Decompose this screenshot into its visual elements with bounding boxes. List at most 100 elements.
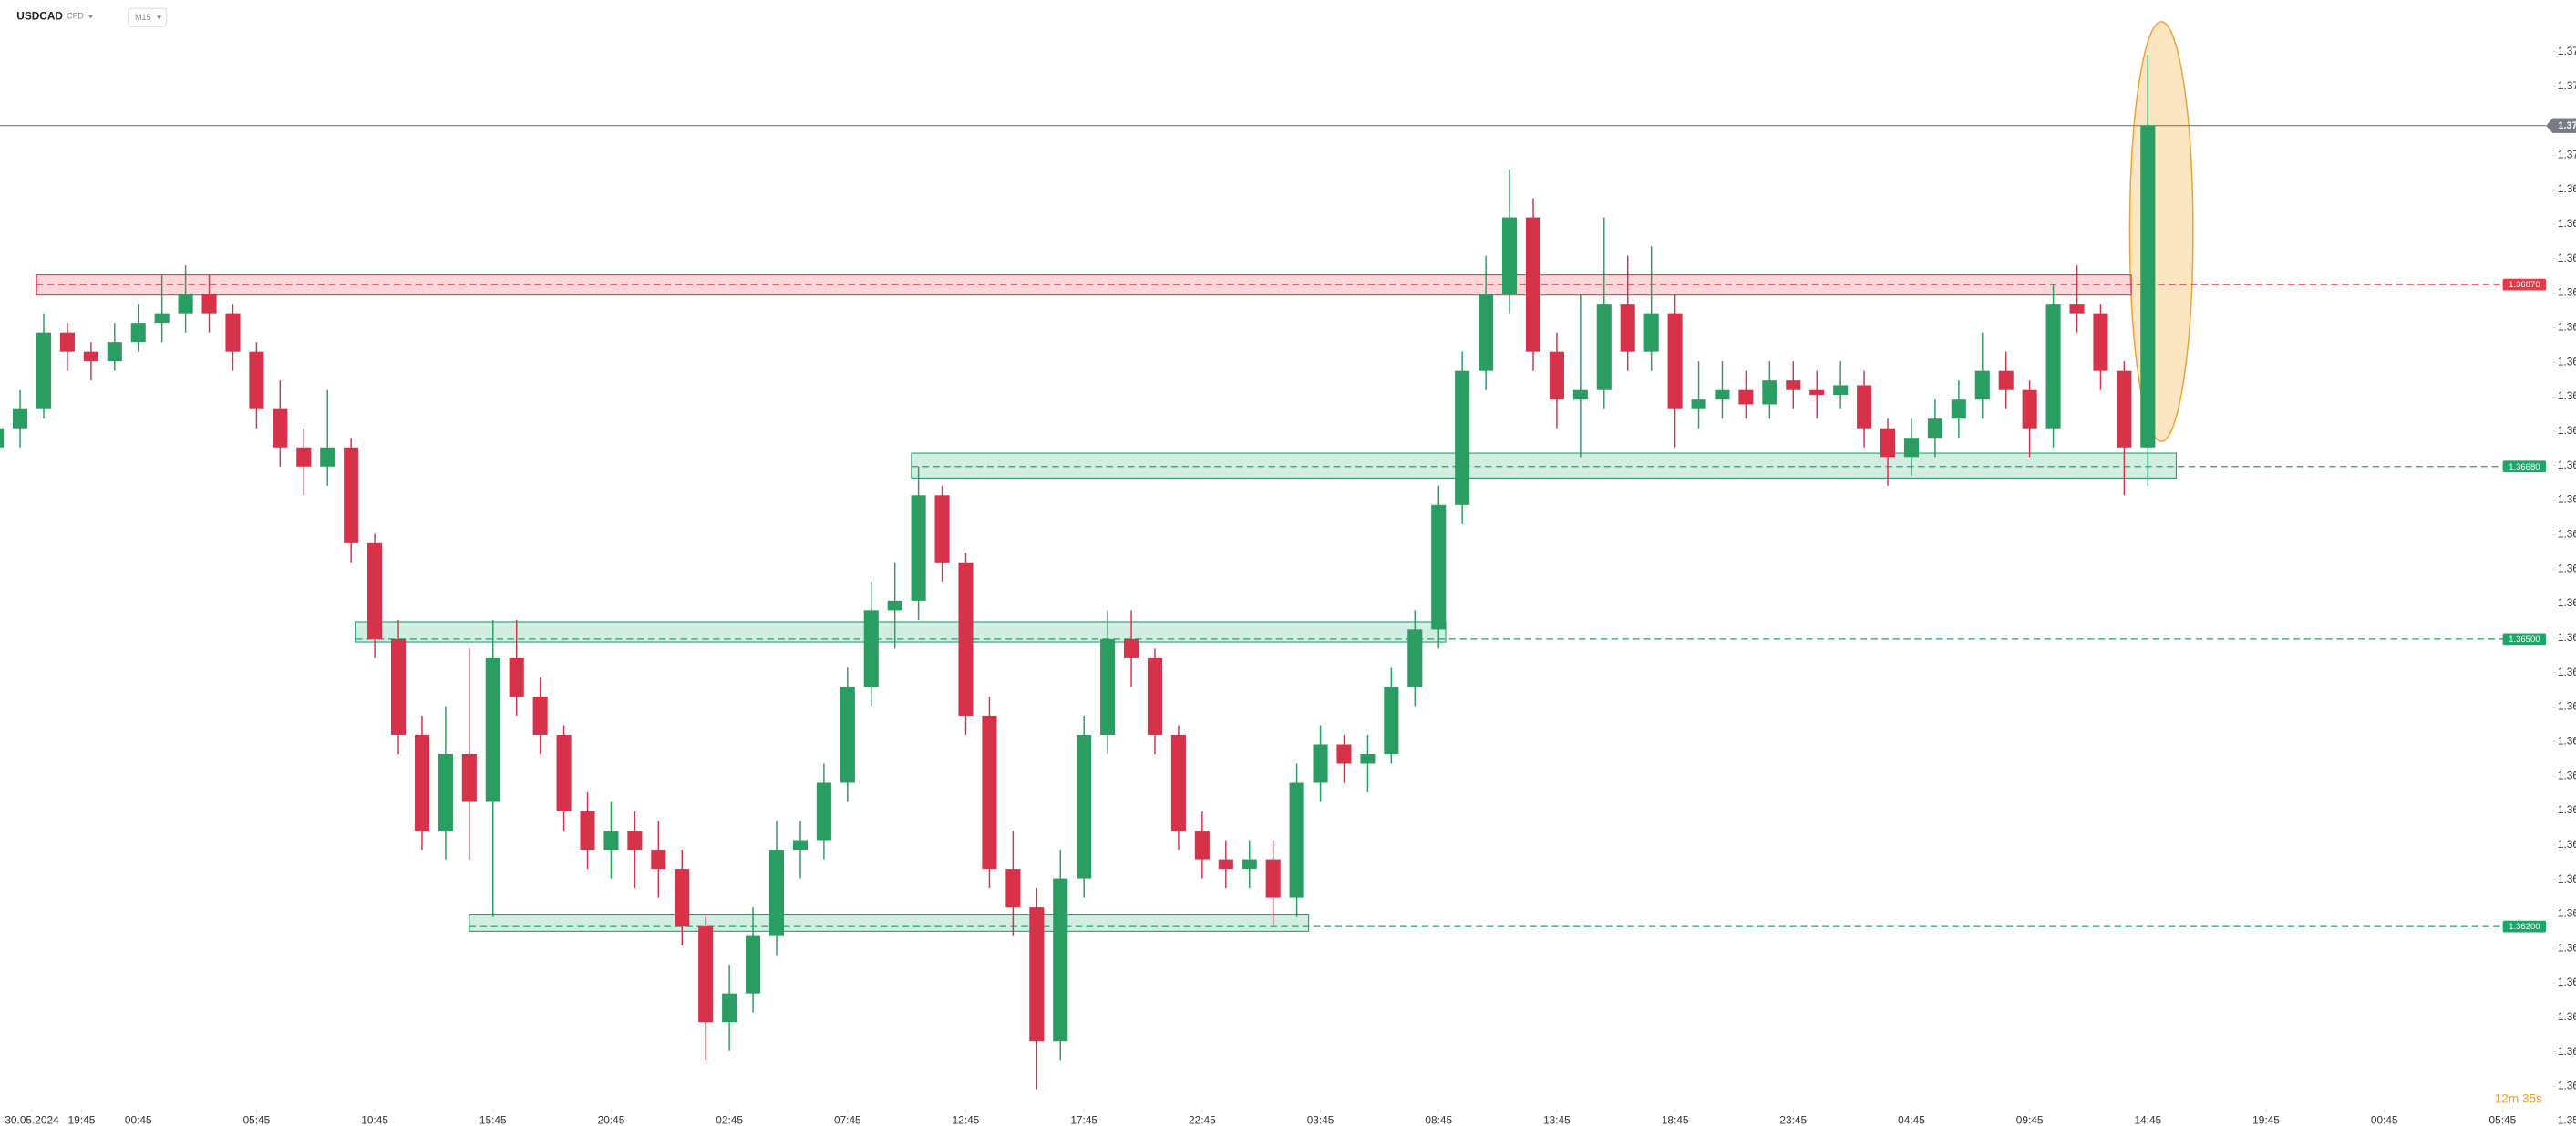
y-tick-label: 1.37005: [2558, 148, 2576, 160]
y-tick-label: 1.36357: [2558, 769, 2576, 781]
y-tick-label: 1.36609: [2558, 528, 2576, 541]
candle-body: [603, 831, 619, 851]
y-tick-label: 1.37077: [2558, 79, 2576, 92]
candle-body: [1502, 217, 1518, 294]
candle-body: [36, 332, 52, 409]
level-label: 1.36870: [2509, 280, 2540, 290]
x-tick-label: 10:45: [361, 1114, 388, 1126]
candle-body: [1998, 370, 2014, 390]
candle-body: [1903, 438, 1920, 458]
x-tick-label: 05:45: [243, 1114, 271, 1126]
candle-body: [698, 926, 714, 1023]
y-tick-label: 1.36501: [2558, 631, 2576, 644]
candle-body: [1880, 428, 1896, 458]
y-tick-label: 1.36933: [2558, 217, 2576, 230]
x-tick-label: 09:45: [2016, 1114, 2044, 1126]
candle-body: [1643, 313, 1659, 352]
y-tick-label: 1.36429: [2558, 700, 2576, 713]
candle-body: [1786, 380, 1801, 390]
symbol-dropdown[interactable]: [88, 15, 94, 19]
candle-body: [1194, 831, 1210, 860]
candle-body: [1691, 399, 1706, 409]
y-tick-label: 1.37113: [2558, 45, 2576, 57]
candle-body: [2022, 389, 2037, 429]
candle-body: [1218, 859, 1233, 870]
candle-body: [1431, 504, 1447, 630]
timeframe-button[interactable]: [128, 7, 168, 27]
candle-body: [1147, 657, 1163, 735]
zone: [355, 621, 1447, 643]
candle-body: [1738, 389, 1754, 405]
y-tick-label: 1.36321: [2558, 803, 2576, 816]
x-tick-label: 05:45: [2489, 1114, 2517, 1126]
x-tick-label: 14:45: [2134, 1114, 2161, 1126]
y-tick-label: 1.36789: [2558, 355, 2576, 367]
candle-body: [438, 753, 453, 832]
level-label: 1.36200: [2509, 922, 2540, 932]
candle-body: [296, 447, 312, 467]
candle-body: [485, 657, 500, 802]
candle-body: [2069, 304, 2085, 314]
x-tick-label: 00:45: [2371, 1114, 2398, 1126]
candle-body: [249, 351, 264, 409]
candle-body: [1455, 370, 1470, 505]
candle-body: [107, 342, 122, 362]
y-tick-label: 1.36465: [2558, 666, 2576, 678]
candle-body: [1336, 744, 1352, 764]
y-tick-label: 1.36141: [2558, 976, 2576, 988]
plot: 1.37113 1.37077 1.37005 1.36969 1.36933 1.368…: [0, 45, 2576, 1126]
y-tick-label: 1.36825: [2558, 321, 2576, 334]
candle-body: [0, 428, 5, 448]
candle-body: [1715, 389, 1730, 400]
candle-body: [1053, 878, 1068, 1042]
level-badge: [2502, 920, 2547, 933]
candle-body: [390, 638, 407, 735]
candle-body: [1313, 744, 1328, 783]
x-tick-label: 07:45: [834, 1114, 861, 1126]
candle-body: [59, 332, 75, 352]
x-tick-label: 19:45: [2252, 1114, 2280, 1126]
candle-body: [982, 715, 997, 870]
candle-body: [130, 323, 146, 343]
candle-body: [1927, 418, 1942, 439]
y-tick-label: 1.36645: [2558, 493, 2576, 506]
x-tick-label: 18:45: [1662, 1114, 1689, 1126]
current-price-label: 1.37036: [2558, 120, 2576, 131]
x-tick-label: 19:45: [68, 1114, 96, 1126]
y-tick-label: 1.36717: [2558, 424, 2576, 437]
y-tick-label: 1.36105: [2558, 1010, 2576, 1023]
y-tick-label: 1.36177: [2558, 941, 2576, 954]
candle-body: [1289, 782, 1304, 898]
highlight-ellipse: [2128, 21, 2194, 442]
candle-body: [580, 811, 595, 851]
zone: [469, 914, 1310, 932]
candle-body: [83, 351, 98, 362]
y-tick-label: 1.36213: [2558, 907, 2576, 920]
candle-body: [2093, 313, 2108, 371]
x-tick-label: 17:45: [1070, 1114, 1097, 1126]
candle-body: [13, 408, 28, 429]
candle-body: [178, 294, 193, 314]
candle-body: [1549, 351, 1564, 400]
candle-body: [1170, 734, 1186, 832]
candle-body: [1479, 294, 1494, 371]
candle-body: [1857, 385, 1872, 429]
candle-body: [1265, 859, 1281, 898]
candle-body: [461, 753, 477, 802]
candle-body: [344, 447, 359, 543]
candle-body: [1029, 907, 1045, 1042]
countdown: 12m 35s: [2494, 1091, 2542, 1105]
candle-body: [414, 734, 430, 832]
candle-body: [1525, 217, 1541, 352]
candle-body: [1667, 313, 1683, 409]
y-tick-label: 1.36969: [2558, 182, 2576, 195]
candle-body: [1951, 399, 1966, 419]
candle-body: [768, 850, 785, 936]
y-tick-label: 1.36285: [2558, 838, 2576, 851]
candle-body: [1974, 370, 1990, 400]
candle-body: [958, 562, 974, 716]
x-tick-label: 20:45: [598, 1114, 625, 1126]
candle-body: [934, 495, 950, 563]
candle-body: [1384, 687, 1399, 754]
